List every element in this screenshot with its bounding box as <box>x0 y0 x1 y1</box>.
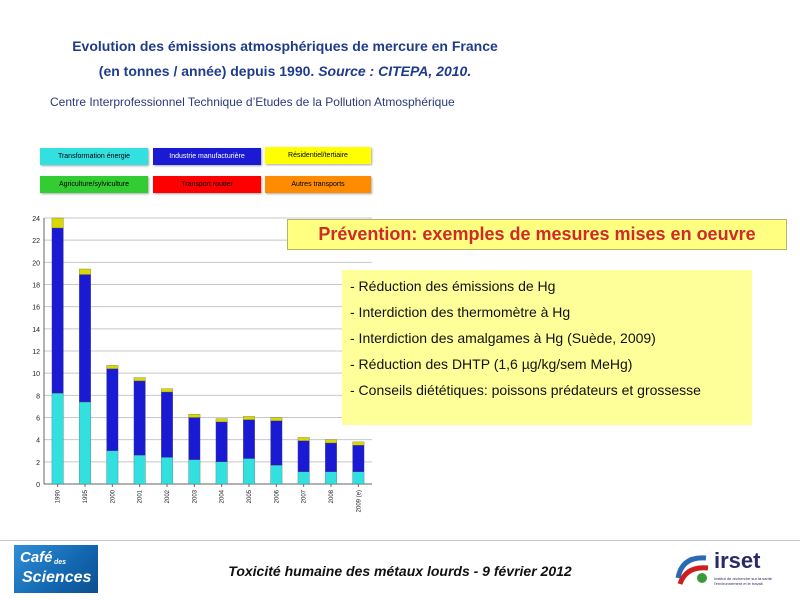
bar-segment <box>352 441 365 446</box>
bar-segment <box>325 439 337 444</box>
x-tick-label: 2008 <box>329 489 335 503</box>
bar-segment <box>51 227 64 394</box>
measure-item: - Conseils diététiques: poissons prédate… <box>350 382 701 398</box>
legend-item-agriculture: Agriculture/sylviculture <box>40 176 148 193</box>
x-tick-label: 1995 <box>83 489 89 503</box>
measure-item: - Interdiction des amalgames à Hg (Suède… <box>350 330 656 346</box>
subtitle-source: Source : CITEPA, 2010. <box>318 63 472 79</box>
irset-emblem-icon <box>675 555 709 585</box>
legend-item-residentiel: Résidentiel/tertiaire <box>265 147 371 164</box>
chart-subtitle: (en tonnes / année) depuis 1990. Source … <box>0 63 570 79</box>
logo-text: des <box>54 559 67 566</box>
y-tick-label: 24 <box>32 216 40 223</box>
measure-item: - Réduction des DHTP (1,6 µg/kg/sem MeHg… <box>350 356 633 372</box>
irset-subtitle: Institut de recherche sur la santé l'env… <box>714 576 773 586</box>
prevention-title: Prévention: exemples de mesures mises en… <box>287 219 787 250</box>
bar-segment <box>243 458 255 485</box>
x-tick-label: 2003 <box>192 489 198 503</box>
bar-segment <box>215 418 228 423</box>
x-tick-label: 2005 <box>247 489 253 503</box>
bar-segment <box>325 442 337 472</box>
bar-segment <box>352 471 365 485</box>
bar-segment <box>133 380 146 456</box>
bar-segment <box>106 368 119 451</box>
y-tick-label: 4 <box>36 438 40 445</box>
bar-segment <box>297 440 310 472</box>
y-tick-label: 10 <box>32 371 40 378</box>
x-tick-label: 2009 (e) <box>356 490 362 512</box>
chart-title: Evolution des émissions atmosphériques d… <box>72 38 498 54</box>
bar-segment <box>188 417 201 460</box>
bar-segment <box>161 457 173 485</box>
bar-segment <box>51 392 64 485</box>
logo-text: Sciences <box>22 569 92 586</box>
x-tick-label: 2004 <box>220 489 226 503</box>
bar-segment <box>161 391 173 458</box>
y-tick-label: 20 <box>32 260 40 267</box>
footer-divider <box>0 540 800 541</box>
bar-segment <box>215 461 228 485</box>
irset-name: irset <box>714 548 761 573</box>
bar-segment <box>325 471 337 485</box>
y-tick-label: 14 <box>32 327 40 334</box>
org-name: Centre Interprofessionnel Technique d’Et… <box>50 95 455 109</box>
x-tick-label: 2006 <box>274 489 280 503</box>
bar-segment <box>133 455 146 485</box>
bar-segment <box>215 421 228 462</box>
y-tick-label: 18 <box>32 283 40 290</box>
bar-segment <box>297 437 310 441</box>
bar-segment <box>352 445 365 472</box>
bar-segment <box>188 414 201 418</box>
bar-segment <box>79 274 91 403</box>
bar-segment <box>297 471 310 485</box>
x-tick-label: 2000 <box>110 489 116 503</box>
bar-segment <box>188 459 201 485</box>
y-tick-label: 0 <box>36 482 40 489</box>
x-tick-label: 2007 <box>302 489 308 503</box>
bar-segment <box>270 420 283 466</box>
y-tick-label: 6 <box>36 416 40 423</box>
x-tick-label: 2002 <box>165 489 171 503</box>
bar-segment <box>161 388 173 393</box>
y-tick-label: 8 <box>36 393 40 400</box>
bar-segment <box>243 419 255 459</box>
legend-item-industrie: Industrie manufacturière <box>153 148 261 165</box>
bar-segment <box>79 268 91 275</box>
measure-item: - Interdiction des thermomètre à Hg <box>350 304 571 320</box>
irset-logo: irset Institut de recherche sur la santé… <box>672 548 792 592</box>
y-tick-label: 12 <box>32 349 40 356</box>
x-tick-label: 1990 <box>56 489 62 503</box>
cafe-des-sciences-logo: Café des Sciences <box>14 545 98 593</box>
x-tick-label: 2001 <box>138 489 144 503</box>
measures-list: - Réduction des émissions de Hg - Interd… <box>342 270 752 425</box>
bar-segment <box>270 465 283 485</box>
bar-segment <box>106 450 119 485</box>
bar-segment <box>51 217 64 229</box>
bar-segment <box>133 377 146 382</box>
y-tick-label: 16 <box>32 305 40 312</box>
y-tick-label: 2 <box>36 460 40 467</box>
logo-text: Café <box>20 549 53 566</box>
legend-item-transformation-energie: Transformation énergie <box>40 148 148 165</box>
bar-segment <box>79 401 91 485</box>
footer-text: Toxicité humaine des métaux lourds - 9 f… <box>228 563 572 579</box>
measure-item: - Réduction des émissions de Hg <box>350 278 556 294</box>
bar-segment <box>106 365 119 369</box>
legend-item-transport-routier: Transport routier <box>153 176 261 193</box>
bar-segment <box>270 417 283 421</box>
subtitle-units: (en tonnes / année) depuis 1990. <box>98 63 315 79</box>
legend-item-autres-transports: Autres transports <box>265 176 371 193</box>
bar-segment <box>243 416 255 420</box>
y-tick-label: 22 <box>32 238 40 245</box>
